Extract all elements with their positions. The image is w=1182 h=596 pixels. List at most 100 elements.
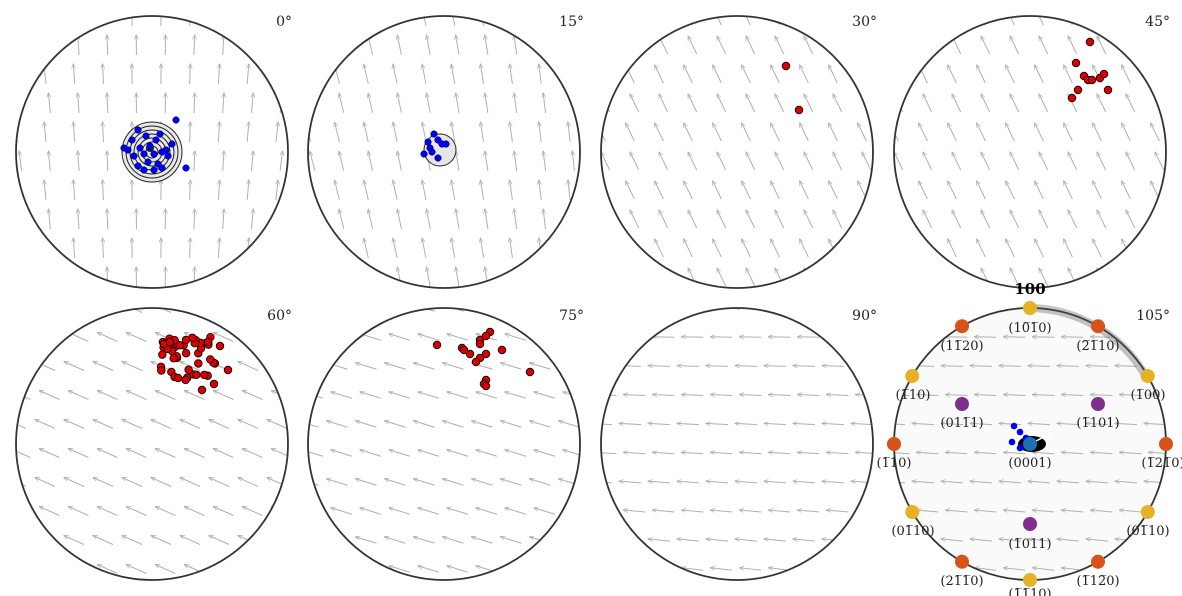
- field-arrow: [894, 152, 904, 171]
- field-arrow: [97, 565, 118, 574]
- blue-data-point: [442, 140, 450, 148]
- field-arrow: [326, 363, 348, 370]
- field-arrow: [768, 452, 791, 453]
- field-arrow: [223, 35, 224, 56]
- field-arrow: [39, 449, 60, 458]
- field-arrow: [572, 151, 574, 171]
- red-data-point: [525, 367, 535, 377]
- field-arrow: [485, 209, 489, 229]
- field-arrow: [267, 420, 288, 429]
- blue-data-point: [420, 150, 428, 158]
- field-arrow: [1006, 123, 1015, 142]
- field-arrow: [223, 267, 224, 288]
- field-arrow: [652, 452, 675, 453]
- field-arrow: [793, 481, 816, 483]
- field-arrow: [339, 151, 345, 171]
- field-arrow: [97, 507, 118, 516]
- field-arrow: [276, 180, 278, 200]
- field-arrow: [442, 479, 464, 486]
- field-arrow: [190, 64, 191, 85]
- field-arrow: [659, 152, 669, 171]
- field-arrow: [364, 180, 369, 200]
- field-arrow: [422, 180, 427, 200]
- blue-data-point: [162, 146, 170, 154]
- pole-label: (01̅10): [1126, 524, 1169, 539]
- prism-pole-marker: [1140, 369, 1155, 383]
- field-arrow: [384, 363, 406, 370]
- field-arrow: [355, 421, 377, 428]
- field-arrow: [384, 421, 406, 428]
- field-arrow: [739, 452, 762, 453]
- panel-angle-label: 60°: [267, 308, 292, 324]
- field-arrow: [1057, 423, 1080, 424]
- red-data-point: [192, 370, 201, 380]
- field-arrow: [1144, 423, 1166, 424]
- field-arrow: [768, 510, 791, 512]
- field-arrow: [1086, 539, 1108, 541]
- field-arrow: [529, 363, 551, 370]
- field-arrow: [648, 423, 671, 424]
- panel-angle-label: 0°: [276, 14, 292, 30]
- field-arrow: [713, 123, 722, 142]
- field-arrow: [35, 420, 56, 429]
- field-arrow: [601, 480, 613, 484]
- field-arrow: [279, 151, 282, 171]
- field-arrow: [397, 151, 402, 171]
- field-arrow: [655, 239, 664, 258]
- blue-data-point: [156, 130, 164, 138]
- blue-data-point: [128, 136, 136, 144]
- pole-label: (21̅1̅0): [940, 574, 983, 589]
- projection-circle: [600, 15, 874, 289]
- field-arrow: [485, 35, 489, 55]
- field-arrow: [213, 565, 234, 574]
- field-arrow: [941, 539, 963, 541]
- field-arrow: [355, 537, 377, 544]
- red-data-point: [794, 105, 804, 115]
- field-arrow: [858, 123, 867, 142]
- field-arrow: [793, 539, 815, 541]
- field-arrow: [389, 392, 411, 399]
- field-arrow: [543, 151, 547, 171]
- panel-angle-label: 90°: [852, 308, 877, 324]
- field-arrow: [1039, 210, 1049, 229]
- field-arrow: [447, 392, 469, 399]
- red-data-point: [169, 354, 178, 363]
- field-arrow: [442, 537, 464, 544]
- field-arrow: [1068, 152, 1078, 171]
- field-arrow: [742, 65, 751, 84]
- field-arrow: [1155, 210, 1165, 229]
- field-arrow: [1010, 210, 1020, 229]
- red-data-point: [481, 381, 491, 391]
- field-arrow: [510, 180, 513, 200]
- blue-data-point: [130, 152, 138, 160]
- projection-circle: [893, 15, 1167, 289]
- field-arrow: [471, 421, 493, 428]
- field-arrow: [73, 64, 74, 85]
- field-arrow: [103, 122, 104, 143]
- field-arrow: [456, 267, 460, 287]
- field-arrow: [335, 238, 340, 258]
- red-data-point: [184, 365, 193, 374]
- panel-angle-label: 45°: [1145, 14, 1170, 30]
- field-arrow: [121, 308, 143, 313]
- field-arrow: [706, 366, 729, 367]
- field-arrow: [601, 394, 617, 396]
- field-arrow: [335, 180, 340, 200]
- field-arrow: [800, 239, 809, 258]
- data-points: [887, 301, 1173, 587]
- field-arrow: [1093, 181, 1102, 200]
- panel-angle-label: 105°: [1136, 308, 1170, 324]
- field-arrow: [623, 510, 646, 512]
- field-arrow: [833, 94, 843, 113]
- field-arrow: [1097, 210, 1107, 229]
- field-arrow: [485, 93, 489, 113]
- red-data-point: [194, 359, 203, 368]
- field-arrow: [360, 450, 382, 457]
- blue-data-point: [1016, 428, 1024, 436]
- field-arrow: [797, 395, 820, 396]
- field-arrow: [970, 366, 993, 367]
- field-arrow: [44, 180, 46, 201]
- field-arrow: [977, 181, 986, 200]
- pole-label: (11̅20): [940, 339, 983, 354]
- vector-field: [16, 16, 283, 288]
